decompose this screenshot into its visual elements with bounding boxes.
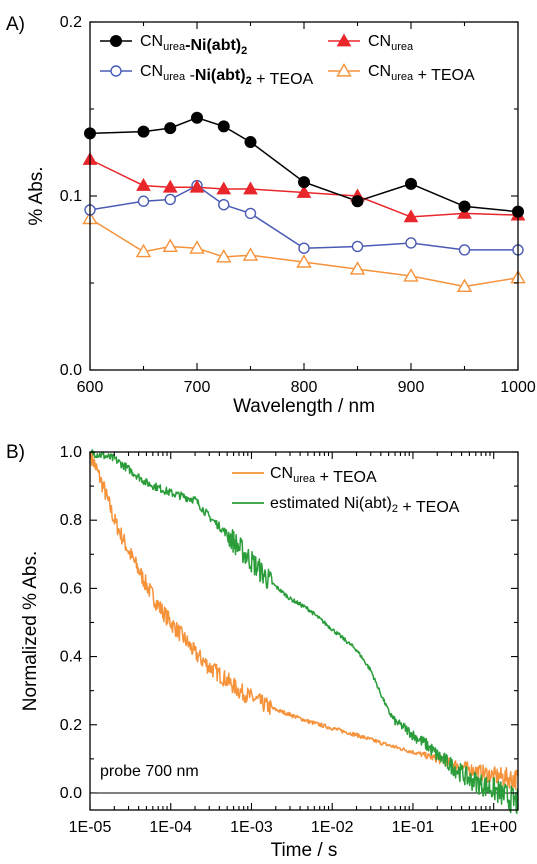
- panel-b-x-tick-label: 1E-03: [230, 819, 273, 836]
- panel-a-y-tick-label: 0.1: [60, 188, 82, 205]
- panel-b-x-axis-label: Time / s: [271, 840, 338, 861]
- panel-b-ticks: 1E-05 1E-04 1E-03 1E-02 1E-01 1E+00 0.0 0.2 0.4 0…: [60, 444, 519, 836]
- legend-label-cnurea-ni-abt-2-teoa: CNurea -Ni(abt)2 + TEOA: [140, 63, 314, 88]
- panel-a-x-tick-label: 700: [184, 379, 211, 396]
- panel-a-plot-area: [82, 111, 526, 293]
- data-point-cnurea-ni-abt-2-teoa: [405, 237, 417, 249]
- data-point-cnurea-teoa: [189, 240, 205, 254]
- panel-b-y-tick-label: 0.0: [60, 785, 82, 802]
- panel-a: A) 600 700 800 900 1000 0.0 0.1 0.2 CNurea-Ni(a…: [6, 14, 536, 417]
- panel-b-x-tick-label: 1E-05: [69, 819, 112, 836]
- panel-b-annotation: probe 700 nm: [100, 763, 199, 780]
- panel-a-x-tick-label: 800: [291, 379, 318, 396]
- data-point-cnurea-ni-abt-2: [217, 120, 230, 133]
- panel-a-x-tick-label: 1000: [500, 379, 536, 396]
- legend-label-cnurea-teoa: CNurea + TEOA: [270, 465, 377, 486]
- data-point-cnurea-ni-abt-2-teoa: [298, 242, 310, 254]
- legend-marker-cnurea: [336, 33, 352, 47]
- data-point-cnurea: [403, 209, 419, 223]
- data-point-cnurea: [216, 181, 232, 195]
- panel-b-y-tick-label: 1.0: [60, 444, 82, 461]
- data-point-cnurea-teoa: [135, 243, 152, 258]
- data-point-cnurea-ni-abt-2-teoa: [164, 193, 176, 206]
- data-point-cnurea: [189, 179, 205, 193]
- data-point-cnurea-ni-abt-2: [458, 200, 471, 213]
- panel-a-x-tick-label: 600: [77, 379, 104, 396]
- legend-marker-cnurea-ni-abt-2: [110, 35, 122, 47]
- panel-a-legend: CNurea-Ni(abt)2 CNurea CNurea -Ni(abt)2 + …: [100, 33, 475, 88]
- panel-b-x-tick-label: 1E-01: [392, 819, 435, 836]
- panel-a-y-axis-label: % Abs.: [26, 166, 47, 225]
- data-point-cnurea-ni-abt-2-teoa: [218, 198, 230, 211]
- panel-a-y-tick-label: 0.0: [60, 362, 82, 379]
- data-point-cnurea-ni-abt-2-teoa: [351, 240, 364, 253]
- data-point-cnurea: [296, 185, 312, 198]
- data-point-cnurea-ni-abt-2: [351, 195, 364, 208]
- panel-b-y-tick-label: 0.8: [60, 512, 82, 529]
- data-point-cnurea-ni-abt-2-teoa: [137, 195, 150, 207]
- data-point-cnurea-ni-abt-2: [164, 122, 177, 135]
- data-point-cnurea-teoa: [349, 261, 366, 275]
- panel-b-y-tick-label: 0.4: [60, 649, 82, 666]
- legend-marker-cnurea-ni-abt-2-teoa: [110, 65, 122, 77]
- data-point-cnurea-ni-abt-2: [244, 136, 257, 149]
- data-point-cnurea-teoa: [296, 254, 312, 268]
- legend-label-cnurea-teoa: CNurea + TEOA: [368, 63, 475, 84]
- data-point-cnurea-teoa: [403, 268, 419, 282]
- data-point-cnurea-ni-abt-2-teoa: [458, 244, 471, 256]
- data-point-cnurea-ni-abt-2: [298, 176, 310, 189]
- panel-b-x-tick-label: 1E-04: [149, 819, 192, 836]
- panel-b-x-tick-label: 1E-02: [311, 819, 354, 836]
- data-point-cnurea-ni-abt-2-teoa: [244, 207, 257, 220]
- panel-b: B) 1E-05 1E-04 1E-03 1E-02 1E-01 1E+00 0.0 0.2 0…: [6, 442, 519, 861]
- data-point-cnurea-ni-abt-2: [191, 111, 203, 124]
- legend-label-cnurea-ni-abt-2: CNurea-Ni(abt)2: [140, 33, 247, 57]
- series-trace-estimated-ni-abt-2-teoa: [89, 449, 519, 815]
- data-point-cnurea: [162, 179, 178, 193]
- panel-b-x-tick-label: 1E+00: [470, 819, 517, 836]
- data-point-cnurea-teoa: [216, 248, 232, 263]
- panel-a-x-axis-label: Wavelength / nm: [233, 396, 375, 417]
- panel-a-x-tick-label: 900: [398, 379, 425, 396]
- legend-marker-cnurea-teoa: [336, 63, 352, 77]
- panel-b-label: B): [6, 442, 25, 463]
- data-point-cnurea-ni-abt-2: [137, 125, 150, 138]
- data-point-cnurea-ni-abt-2: [405, 177, 417, 190]
- panel-b-y-axis-label: Normalized % Abs.: [20, 551, 41, 712]
- data-point-cnurea-teoa: [162, 238, 178, 253]
- legend-label-estimated-ni-abt-2-teoa: estimated Ni(abt)2 + TEOA: [270, 495, 460, 516]
- panel-a-y-tick-label: 0.2: [60, 14, 82, 31]
- data-point-cnurea: [457, 205, 472, 219]
- panel-a-ticks: 600 700 800 900 1000 0.0 0.1 0.2: [60, 14, 536, 396]
- panel-b-y-tick-label: 0.2: [60, 717, 82, 734]
- panel-b-frame: [89, 451, 519, 811]
- panel-a-label: A): [6, 14, 25, 35]
- data-point-cnurea-teoa: [242, 247, 259, 261]
- panel-b-y-tick-label: 0.6: [60, 580, 82, 597]
- panel-b-legend: CNurea + TEOA estimated Ni(abt)2 + TEOA: [232, 465, 460, 516]
- panel-b-plot-area: [89, 449, 519, 815]
- data-point-cnurea: [136, 178, 151, 191]
- data-point-cnurea-teoa: [456, 278, 473, 293]
- legend-label-cnurea: CNurea: [368, 33, 414, 53]
- data-point-cnurea: [243, 181, 258, 195]
